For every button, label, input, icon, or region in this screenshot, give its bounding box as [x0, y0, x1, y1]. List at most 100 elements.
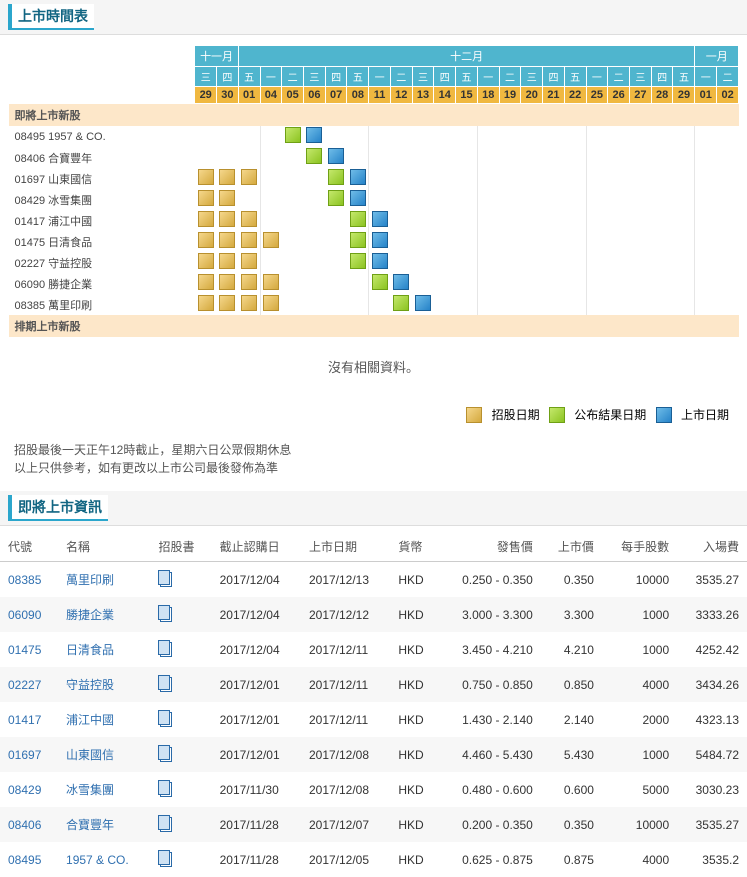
prospectus-icon[interactable]: [158, 570, 172, 586]
cell-subEnd: 2017/12/04: [212, 562, 301, 598]
gantt-gold-cell: [241, 274, 257, 290]
gantt-gold-cell: [219, 295, 235, 311]
col-header[interactable]: 上市價: [541, 532, 602, 562]
cell-ccy: HKD: [390, 562, 439, 598]
gantt-gold-cell: [241, 211, 257, 227]
col-header[interactable]: 上市日期: [301, 532, 390, 562]
cell-listDate: 2017/12/12: [301, 597, 390, 632]
prospectus-icon[interactable]: [158, 780, 172, 796]
cell-offer: 0.625 - 0.875: [439, 842, 541, 877]
stock-label[interactable]: 02227 守益控股: [9, 252, 195, 273]
cell-offer: 1.430 - 2.140: [439, 702, 541, 737]
listing-name-link[interactable]: 冰雪集團: [66, 783, 114, 797]
stock-label[interactable]: 01475 日清食品: [9, 231, 195, 252]
col-header[interactable]: 貨幣: [390, 532, 439, 562]
listing-code-link[interactable]: 01697: [8, 748, 41, 762]
listing-name-link[interactable]: 1957 & CO.: [66, 853, 129, 867]
listing-code-link[interactable]: 06090: [8, 608, 41, 622]
gantt-gold-cell: [198, 253, 214, 269]
gantt-gold-cell: [198, 190, 214, 206]
table-row: 08385萬里印刷2017/12/042017/12/13HKD0.250 - …: [0, 562, 747, 598]
stock-label[interactable]: 08406 合寶豐年: [9, 147, 195, 168]
col-header[interactable]: 代號: [0, 532, 58, 562]
legend-gold-box: [466, 407, 482, 423]
gantt-gold-cell: [219, 253, 235, 269]
cell-subEnd: 2017/12/04: [212, 632, 301, 667]
stock-label[interactable]: 01417 浦江中國: [9, 210, 195, 231]
cell-fee: 3030.23: [677, 772, 747, 807]
gantt-gold-cell: [241, 253, 257, 269]
table-row: 06090勝捷企業2017/12/042017/12/12HKD3.000 - …: [0, 597, 747, 632]
legend-green-box: [549, 407, 565, 423]
listing-name-link[interactable]: 萬里印刷: [66, 573, 114, 587]
listing-code-link[interactable]: 08406: [8, 818, 41, 832]
stock-label[interactable]: 01697 山東國信: [9, 168, 195, 189]
prospectus-icon[interactable]: [158, 640, 172, 656]
cell-subEnd: 2017/11/30: [212, 772, 301, 807]
legend-gold-label: 招股日期: [492, 408, 540, 422]
cell-price: 4.210: [541, 632, 602, 667]
cell-subEnd: 2017/12/01: [212, 702, 301, 737]
gantt-gold-cell: [263, 274, 279, 290]
prospectus-icon[interactable]: [158, 815, 172, 831]
col-header[interactable]: 發售價: [439, 532, 541, 562]
gantt-blue-cell: [350, 190, 366, 206]
listing-name-link[interactable]: 浦江中國: [66, 713, 114, 727]
listing-name-link[interactable]: 日清食品: [66, 643, 114, 657]
col-header[interactable]: 名稱: [58, 532, 150, 562]
cell-ccy: HKD: [390, 737, 439, 772]
gantt-green-cell: [372, 274, 388, 290]
gantt-gold-cell: [263, 295, 279, 311]
listing-code-link[interactable]: 08495: [8, 853, 41, 867]
cell-ccy: HKD: [390, 807, 439, 842]
cell-fee: 4252.42: [677, 632, 747, 667]
cell-ccy: HKD: [390, 667, 439, 702]
cell-fee: 4323.13: [677, 702, 747, 737]
footnote-line1: 招股最後一天正午12時截止，星期六日公眾假期休息: [14, 441, 733, 459]
listing-name-link[interactable]: 山東國信: [66, 748, 114, 762]
cell-fee: 3434.26: [677, 667, 747, 702]
cell-lot: 1000: [602, 597, 677, 632]
prospectus-icon[interactable]: [158, 850, 172, 866]
col-header[interactable]: 入場費: [677, 532, 747, 562]
table-row: 01697山東國信2017/12/012017/12/08HKD4.460 - …: [0, 737, 747, 772]
stock-label[interactable]: 06090 勝捷企業: [9, 273, 195, 294]
listing-code-link[interactable]: 01475: [8, 643, 41, 657]
gantt-gold-cell: [219, 190, 235, 206]
legend-green-label: 公布結果日期: [574, 408, 646, 422]
cell-ccy: HKD: [390, 842, 439, 877]
prospectus-icon[interactable]: [158, 675, 172, 691]
gantt-gold-cell: [198, 295, 214, 311]
prospectus-icon[interactable]: [158, 605, 172, 621]
listing-name-link[interactable]: 守益控股: [66, 678, 114, 692]
gantt-blue-cell: [328, 148, 344, 164]
prospectus-icon[interactable]: [158, 710, 172, 726]
gantt-blue-cell: [350, 169, 366, 185]
cell-price: 5.430: [541, 737, 602, 772]
listing-code-link[interactable]: 08385: [8, 573, 41, 587]
gantt-blue-cell: [415, 295, 431, 311]
prospectus-icon[interactable]: [158, 745, 172, 761]
col-header[interactable]: 截止認購日: [212, 532, 301, 562]
cell-lot: 4000: [602, 667, 677, 702]
gantt-green-cell: [393, 295, 409, 311]
gantt-green-cell: [328, 190, 344, 206]
listing-code-link[interactable]: 08429: [8, 783, 41, 797]
cell-offer: 4.460 - 5.430: [439, 737, 541, 772]
listing-name-link[interactable]: 勝捷企業: [66, 608, 114, 622]
gantt-green-cell: [350, 232, 366, 248]
listing-code-link[interactable]: 01417: [8, 713, 41, 727]
cell-fee: 3535.27: [677, 807, 747, 842]
cell-lot: 5000: [602, 772, 677, 807]
col-header[interactable]: 每手股數: [602, 532, 677, 562]
legend: 招股日期 公布結果日期 上市日期: [8, 396, 739, 427]
cell-offer: 0.250 - 0.350: [439, 562, 541, 598]
stock-label[interactable]: 08495 1957 & CO.: [9, 126, 195, 147]
cell-price: 0.850: [541, 667, 602, 702]
col-header[interactable]: 招股書: [150, 532, 211, 562]
listing-code-link[interactable]: 02227: [8, 678, 41, 692]
cell-subEnd: 2017/12/01: [212, 667, 301, 702]
stock-label[interactable]: 08429 冰雪集團: [9, 189, 195, 210]
stock-label[interactable]: 08385 萬里印刷: [9, 294, 195, 315]
cell-price: 2.140: [541, 702, 602, 737]
